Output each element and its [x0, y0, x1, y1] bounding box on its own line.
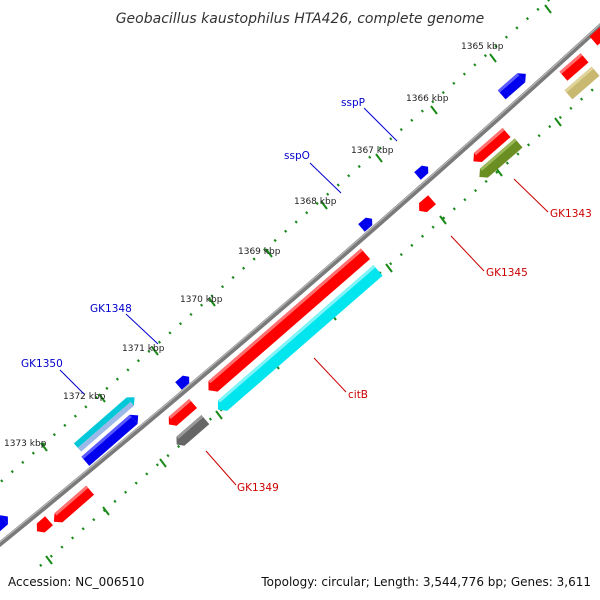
genome-summary-text: Topology: circular; Length: 3,544,776 bp… [260, 575, 591, 589]
gene-feature-citB[interactable] [213, 265, 383, 415]
GK1349-leader [205, 450, 237, 486]
gene-feature[interactable] [165, 398, 198, 429]
scale-label: 1368 kbp [294, 197, 337, 207]
scale-label: 1372 kbp [63, 392, 106, 402]
citB-leader [313, 357, 347, 393]
scale-label: 1367 kbp [351, 146, 394, 156]
gene-label-GK1343[interactable]: GK1343 [550, 208, 592, 220]
genome-backbone [0, 23, 600, 548]
tick-1372 [98, 393, 106, 403]
scale-label: 1371 kbp [122, 344, 165, 354]
gene-label-GK1348[interactable]: GK1348 [90, 303, 132, 315]
sspO-leader [309, 162, 342, 194]
gene-feature[interactable] [589, 27, 600, 46]
scale-label: 1365 kbp [461, 42, 504, 52]
inner-tick [385, 263, 393, 273]
map-title: Geobacillus kaustophilus HTA426, complet… [116, 11, 485, 27]
gene-feature[interactable] [497, 69, 530, 100]
inner-tick [554, 117, 562, 127]
gene-label-GK1350[interactable]: GK1350 [21, 358, 63, 370]
gene-feature-GK1350[interactable] [73, 393, 139, 452]
gene-feature-GK1348[interactable] [175, 373, 192, 390]
gene-feature-GK1343[interactable] [475, 138, 523, 181]
scale-label: 1366 kbp [406, 94, 449, 104]
inner-tick [102, 506, 110, 516]
scale-label: 1373 kbp [4, 439, 47, 449]
genome-backbone-highlight [0, 23, 600, 543]
gene-feature-GK1349[interactable] [173, 415, 210, 449]
gene-feature[interactable] [50, 485, 95, 527]
gene-feature-citB-red[interactable] [204, 248, 371, 395]
inner-scale-track [39, 81, 600, 567]
tick-1368 [320, 200, 328, 210]
inner-dotted-line [39, 81, 600, 567]
gene-feature-sspO[interactable] [358, 215, 375, 232]
gene-feature[interactable] [33, 516, 53, 536]
gene-feature[interactable] [559, 53, 589, 81]
accession-text: Accession: NC_006510 [8, 575, 144, 589]
outer-scale-track [0, 0, 552, 485]
gene-labels: sspP sspO GK1348 GK1350 GK1343 GK1345 ci… [21, 97, 592, 494]
reverse-genes [33, 27, 600, 536]
gene-feature-edge[interactable] [0, 512, 12, 537]
gene-feature[interactable] [469, 128, 511, 166]
tick-1373 [40, 442, 48, 452]
sspP-leader [363, 107, 398, 142]
tick-1369 [265, 248, 273, 258]
gene-label-sspP[interactable]: sspP [341, 97, 365, 109]
forward-genes [0, 69, 530, 537]
tick-1365 [489, 53, 497, 63]
label-leaders [59, 107, 549, 486]
gene-feature-khaki[interactable] [564, 66, 600, 100]
tick-1366 [430, 105, 438, 115]
gene-label-citB[interactable]: citB [348, 389, 368, 401]
gene-feature-sspP[interactable] [414, 163, 431, 180]
gene-feature-GK1345[interactable] [415, 195, 436, 215]
gene-label-GK1349[interactable]: GK1349 [237, 482, 279, 494]
scale-label: 1370 kbp [180, 295, 223, 305]
scale-labels: 1365 kbp 1366 kbp 1367 kbp 1368 kbp 1369… [4, 42, 504, 449]
inner-tick [439, 215, 447, 225]
gene-feature-blue[interactable] [81, 411, 142, 466]
tick-1371 [151, 346, 159, 356]
GK1348-leader [125, 313, 159, 345]
inner-tick [215, 410, 223, 420]
scale-label: 1369 kbp [238, 247, 281, 257]
tick-1364 [544, 4, 552, 14]
GK1350-leader [59, 369, 85, 395]
tick-1370 [208, 297, 216, 307]
gene-label-GK1345[interactable]: GK1345 [486, 267, 528, 279]
inner-tick [159, 458, 167, 468]
GK1343-leader [513, 178, 549, 213]
tick-1367 [375, 153, 383, 163]
gene-label-sspO[interactable]: sspO [284, 150, 310, 162]
GK1345-leader [450, 235, 485, 272]
inner-tick [45, 555, 53, 565]
